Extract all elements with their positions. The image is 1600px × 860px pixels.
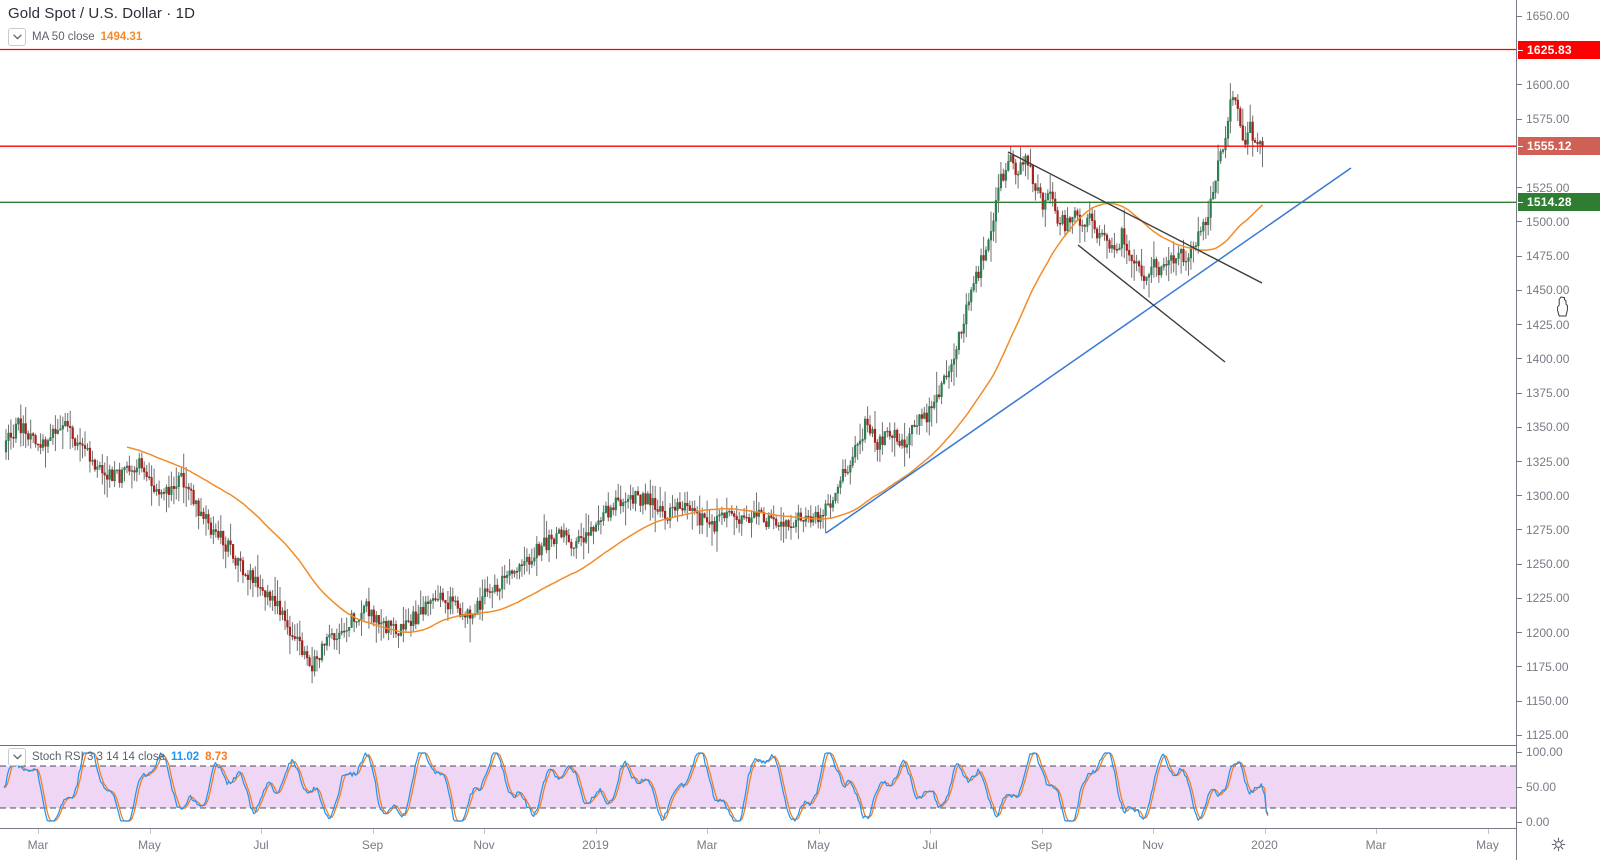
price-badge-last-price[interactable]: 1555.12 bbox=[1518, 137, 1600, 156]
indicator-value-ma: 1494.31 bbox=[100, 31, 143, 43]
candlestick-series bbox=[4, 83, 1264, 684]
time-tick bbox=[1041, 829, 1043, 834]
time-axis-label: Mar bbox=[27, 838, 49, 852]
price-tick-label: 1250.00 bbox=[1526, 557, 1570, 572]
price-pane[interactable] bbox=[0, 0, 1516, 745]
price-tick-label: 1450.00 bbox=[1526, 283, 1570, 298]
price-badge-support[interactable]: 1514.28 bbox=[1518, 193, 1600, 212]
trendline-ascending[interactable] bbox=[825, 167, 1352, 534]
stoch-tick-label: 0.00 bbox=[1526, 815, 1550, 829]
time-axis-label: 2020 bbox=[1251, 838, 1278, 852]
indicator-name-stoch: Stoch RSI 3 3 14 14 close bbox=[32, 751, 165, 763]
stoch-rsi-plot bbox=[0, 752, 1516, 822]
price-tick-label: 1150.00 bbox=[1526, 694, 1569, 709]
stoch-k-line bbox=[3, 752, 1269, 822]
price-tick-label: 1200.00 bbox=[1526, 625, 1570, 640]
price-tick-label: 1500.00 bbox=[1526, 214, 1570, 229]
indicator-name-ma: MA 50 close bbox=[32, 31, 95, 43]
time-tick bbox=[1487, 829, 1489, 834]
time-tick bbox=[149, 829, 151, 834]
price-axis[interactable]: 1650.00 1600.00 1575.00 1525.00 1500.00 1475.… bbox=[1516, 0, 1600, 829]
trendline-channel-upper[interactable] bbox=[1007, 151, 1263, 284]
price-tick-label: 1300.00 bbox=[1526, 488, 1570, 503]
stoch-band bbox=[0, 766, 1516, 808]
price-badge-label: 1514.28 bbox=[1527, 195, 1572, 210]
price-tick-label: 1125.00 bbox=[1526, 728, 1569, 743]
chart-settings-button[interactable] bbox=[1516, 828, 1600, 860]
price-tick-label: 1375.00 bbox=[1526, 386, 1570, 401]
time-axis-label: May bbox=[807, 838, 830, 852]
time-axis-label: May bbox=[1476, 838, 1499, 852]
chevron-down-icon[interactable] bbox=[8, 28, 26, 46]
gear-icon[interactable] bbox=[1551, 837, 1566, 852]
mouse-cursor-icon bbox=[1557, 296, 1568, 317]
time-tick bbox=[595, 829, 597, 834]
time-axis-label: 2019 bbox=[582, 838, 609, 852]
time-axis-label: Sep bbox=[361, 838, 384, 852]
price-plot bbox=[0, 48, 1516, 684]
price-tick-label: 1275.00 bbox=[1526, 522, 1570, 537]
time-axis-label: Nov bbox=[1142, 838, 1164, 852]
time-axis-label: May bbox=[138, 838, 161, 852]
price-tick-label: 1475.00 bbox=[1526, 249, 1570, 264]
indicator-legend-stoch[interactable]: Stoch RSI 3 3 14 14 close 11.02 8.73 bbox=[8, 748, 228, 766]
time-axis-label: Sep bbox=[1030, 838, 1053, 852]
time-tick bbox=[707, 829, 708, 834]
time-tick bbox=[1264, 829, 1266, 834]
symbol-title: Gold Spot / U.S. Dollar · 1D bbox=[8, 5, 196, 22]
stoch-legend: Stoch RSI 3 3 14 14 close 11.02 8.73 bbox=[8, 748, 228, 766]
pane-divider[interactable] bbox=[0, 745, 1516, 746]
price-tick-label: 1600.00 bbox=[1526, 77, 1570, 92]
price-badge-resistance[interactable]: 1625.83 bbox=[1518, 40, 1600, 59]
indicator-value-stoch-d: 8.73 bbox=[205, 751, 228, 763]
price-tick-label: 1400.00 bbox=[1526, 351, 1570, 366]
stoch-tick-label: 100.00 bbox=[1526, 745, 1563, 759]
price-tick-label: 1650.00 bbox=[1526, 9, 1570, 24]
indicator-legend-ma[interactable]: MA 50 close 1494.31 bbox=[8, 28, 195, 46]
time-axis-label: Mar bbox=[696, 838, 718, 852]
price-tick-label: 1525.00 bbox=[1526, 180, 1570, 195]
time-tick bbox=[818, 829, 820, 834]
time-tick bbox=[484, 829, 485, 834]
time-axis-label: Mar bbox=[1365, 838, 1387, 852]
time-tick bbox=[261, 829, 262, 834]
time-axis-label: Jul bbox=[922, 838, 938, 852]
price-tick-label: 1175.00 bbox=[1526, 659, 1569, 674]
price-badge-label: 1625.83 bbox=[1527, 42, 1572, 57]
price-tick-label: 1350.00 bbox=[1526, 420, 1570, 435]
time-tick bbox=[1376, 829, 1377, 834]
price-tick-label: 1425.00 bbox=[1526, 317, 1570, 332]
price-tick-label: 1575.00 bbox=[1526, 112, 1570, 127]
time-axis-label: Jul bbox=[253, 838, 269, 852]
price-tick-label: 1325.00 bbox=[1526, 454, 1570, 469]
time-tick bbox=[38, 829, 39, 834]
chevron-down-icon[interactable] bbox=[8, 748, 26, 766]
trendline-channel-lower[interactable] bbox=[1077, 244, 1226, 363]
price-tick-label: 1225.00 bbox=[1526, 591, 1570, 606]
stoch-tick-label: 50.00 bbox=[1526, 780, 1557, 794]
chart-legend: Gold Spot / U.S. Dollar · 1D MA 50 close… bbox=[8, 5, 195, 46]
stoch-d-line bbox=[3, 752, 1269, 822]
stoch-rsi-pane[interactable] bbox=[0, 746, 1516, 828]
price-badge-label: 1555.12 bbox=[1527, 139, 1572, 154]
ma-50-line bbox=[126, 202, 1264, 634]
time-tick bbox=[930, 829, 931, 834]
time-tick bbox=[372, 829, 374, 834]
time-tick bbox=[1153, 829, 1154, 834]
time-axis[interactable]: Mar May Jul Sep Nov 2019 Mar May Jul Sep Nov 2020 Ma… bbox=[0, 828, 1600, 860]
time-axis-label: Nov bbox=[473, 838, 495, 852]
indicator-value-stoch-k: 11.02 bbox=[170, 751, 200, 763]
